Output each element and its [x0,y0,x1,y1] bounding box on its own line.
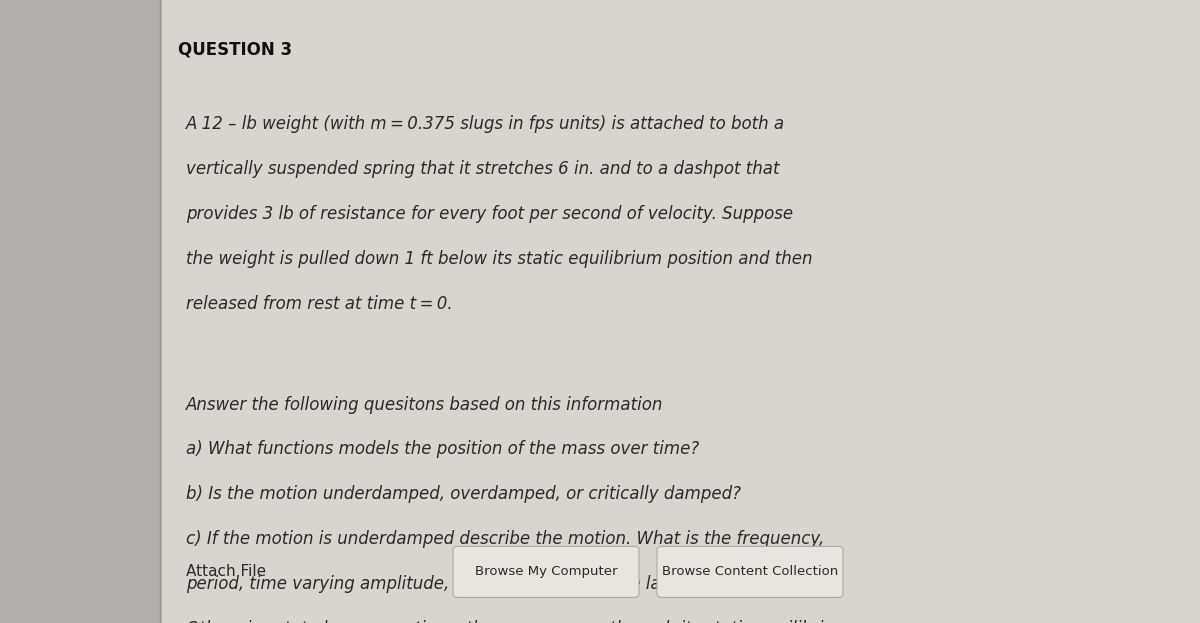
Bar [162,0,1200,623]
Text: period, time varying amplitude, phase angle, and time lag of motion?: period, time varying amplitude, phase an… [186,575,764,593]
FancyBboxPatch shape [454,546,640,597]
Text: QUESTION 3: QUESTION 3 [178,40,292,59]
FancyBboxPatch shape [658,546,842,597]
Text: c) If the motion is underdamped describe the motion. What is the frequency,: c) If the motion is underdamped describe… [186,530,824,548]
Text: vertically suspended spring that it stretches 6 in. and to a dashpot that: vertically suspended spring that it stre… [186,160,780,178]
Text: Browse Content Collection: Browse Content Collection [662,566,838,578]
Text: a) What functions models the position of the mass over time?: a) What functions models the position of… [186,440,700,459]
Text: the weight is pulled down 1 ft below its static equilibrium position and then: the weight is pulled down 1 ft below its… [186,250,812,268]
Text: released from rest at time t = 0.: released from rest at time t = 0. [186,295,452,313]
Text: Otherwise state how many times the mass passes through its static equilibrium: Otherwise state how many times the mass … [186,620,851,623]
Text: Browse My Computer: Browse My Computer [475,566,617,578]
Text: b) Is the motion underdamped, overdamped, or critically damped?: b) Is the motion underdamped, overdamped… [186,485,742,503]
Bar [0,0,162,623]
Text: Attach File: Attach File [186,564,266,579]
Text: Answer the following quesitons based on this information: Answer the following quesitons based on … [186,396,664,414]
Text: A 12 – lb weight (with m = 0.375 slugs in fps units) is attached to both a: A 12 – lb weight (with m = 0.375 slugs i… [186,115,785,133]
Text: provides 3 lb of resistance for every foot per second of velocity. Suppose: provides 3 lb of resistance for every fo… [186,205,793,223]
